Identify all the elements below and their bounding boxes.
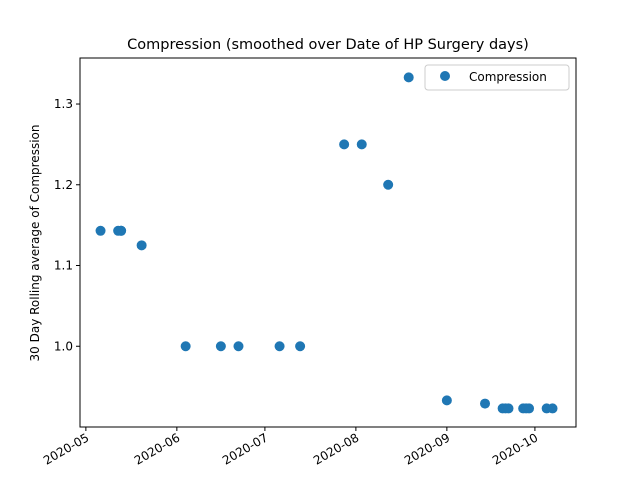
legend-box: [424, 64, 570, 91]
y-tick-label: 1.1: [54, 259, 73, 273]
data-point: [503, 403, 514, 414]
data-point: [547, 403, 558, 414]
data-point: [480, 398, 491, 409]
data-point: [295, 341, 306, 352]
data-point: [180, 341, 191, 352]
data-point: [441, 395, 452, 406]
data-point: [356, 139, 367, 150]
chart-title: Compression (smoothed over Date of HP Su…: [127, 37, 529, 53]
y-axis: 1.0 1.1 1.2 1.3: [54, 97, 80, 353]
y-tick-label: 1.0: [54, 339, 73, 353]
data-point: [136, 240, 147, 251]
y-tick-label: 1.3: [54, 97, 73, 111]
y-tick-label: 1.2: [54, 178, 73, 192]
data-series-compression: [95, 72, 558, 414]
data-point: [524, 403, 535, 414]
legend-label: Compression: [469, 70, 547, 84]
data-point: [95, 225, 106, 236]
data-point: [233, 341, 244, 352]
data-point: [383, 179, 394, 190]
plot-frame: [79, 57, 577, 428]
data-point: [274, 341, 285, 352]
data-point: [403, 72, 414, 83]
data-point: [116, 225, 127, 236]
data-point: [215, 341, 226, 352]
legend: Compression: [424, 64, 570, 91]
data-point: [339, 139, 350, 150]
y-axis-title: 30 Day Rolling average of Compression: [28, 125, 42, 362]
legend-marker: [440, 71, 450, 81]
